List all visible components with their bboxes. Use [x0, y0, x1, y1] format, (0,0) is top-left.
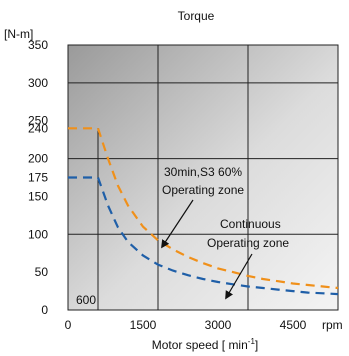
y-tick-label: 350 — [28, 38, 48, 52]
y-tick-label: 250 — [28, 114, 48, 128]
series-continuous-line — [68, 176, 339, 296]
series-layer — [68, 127, 339, 296]
chart-title: Torque — [178, 9, 215, 23]
x-axis-label: Motor speed [ min-1] — [152, 337, 259, 352]
y-tick-label: 175 — [28, 171, 48, 185]
x-tick-label: 1500 — [130, 318, 157, 332]
annotation-continuous-line2: Operating zone — [207, 236, 289, 250]
plot-area — [67, 44, 339, 311]
y-tick-label: 0 — [41, 303, 48, 317]
y-tick-label: 150 — [28, 189, 48, 203]
annotation-s3-arrow — [161, 199, 194, 249]
annotation-s3-line2: Operating zone — [162, 183, 244, 197]
marker-label-600: 600 — [76, 293, 96, 307]
series-s3-60-line — [68, 127, 339, 290]
y-tick-label: 50 — [35, 265, 49, 279]
x-tick-labels: 0 1500 3000 4500 — [65, 318, 307, 332]
grid-lines — [68, 45, 338, 310]
y-tick-label: 200 — [28, 152, 48, 166]
x-tick-label: 4500 — [280, 318, 307, 332]
x-axis-unit: rpm — [322, 318, 343, 332]
x-tick-label: 3000 — [205, 318, 232, 332]
annotation-continuous-line1: Continuous — [220, 217, 281, 231]
annotation-s3-zone: 30min,S3 60% Operating zone — [161, 165, 244, 249]
x-tick-label: 0 — [65, 318, 72, 332]
y-tick-label: 100 — [28, 227, 48, 241]
y-axis-label: [N-m] — [4, 27, 33, 41]
annotation-continuous-arrow — [225, 253, 253, 300]
annotation-s3-line1: 30min,S3 60% — [164, 165, 242, 179]
annotation-continuous-zone: Continuous Operating zone — [207, 217, 289, 300]
y-tick-label: 240 — [28, 121, 48, 135]
y-tick-label: 300 — [28, 76, 48, 90]
